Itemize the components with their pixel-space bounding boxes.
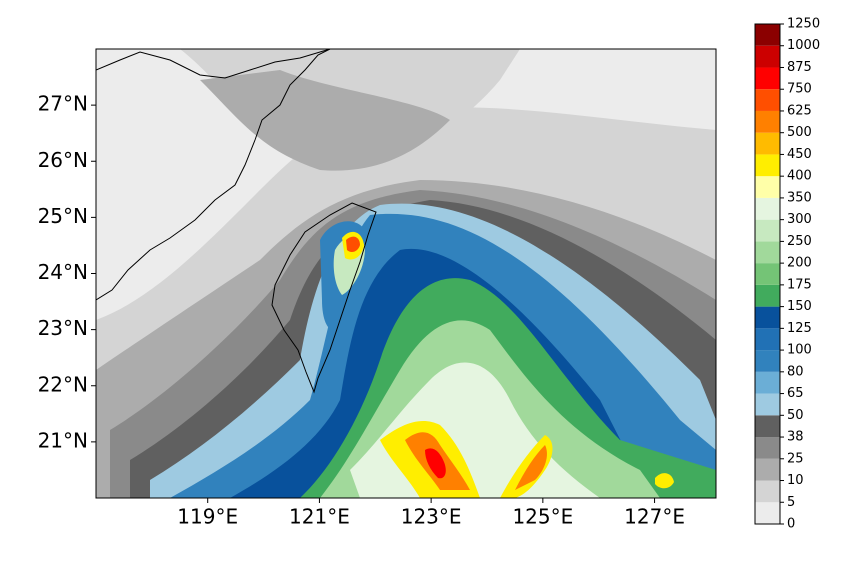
colorbar-tick-label: 625	[787, 103, 812, 118]
contour-band	[200, 70, 450, 171]
y-tick-label: 27°N	[38, 92, 88, 116]
contour-band	[346, 236, 360, 253]
taiwan-coast	[271, 202, 377, 394]
colorbar-segment	[755, 110, 780, 133]
y-tick-label: 22°N	[38, 372, 88, 396]
colorbar-tick-label: 300	[787, 212, 812, 227]
y-tick-label: 21°N	[38, 428, 88, 452]
colorbar-tick-label: 150	[787, 299, 812, 314]
colorbar-tick-label: 0	[787, 517, 795, 532]
colorbar-segment	[755, 24, 780, 46]
colorbar-tick-label: 80	[787, 364, 804, 379]
contour-band	[500, 435, 553, 498]
colorbar-segment	[755, 197, 780, 220]
colorbar-tick-label: 350	[787, 190, 812, 205]
colorbar-tick-label: 10	[787, 473, 804, 488]
x-tick-label: 121°E	[289, 505, 350, 529]
y-tick-label: 25°N	[38, 204, 88, 228]
colorbar-tick-label: 5	[787, 495, 795, 510]
y-tick-label: 26°N	[38, 148, 88, 172]
precipitation-field	[96, 49, 716, 498]
colorbar-tick-label: 1000	[787, 38, 820, 53]
colorbar-segment	[755, 502, 780, 524]
colorbar-tick-label: 450	[787, 147, 812, 162]
colorbar-segment	[755, 328, 780, 351]
x-tick-label: 123°E	[401, 505, 462, 529]
colorbar-tick-label: 125	[787, 321, 812, 336]
x-tick-label: 119°E	[177, 505, 238, 529]
x-tick-label: 125°E	[512, 505, 573, 529]
colorbar-segment	[755, 306, 780, 329]
china-coast	[96, 49, 331, 301]
colorbar-tick-label: 1250	[787, 17, 820, 32]
colorbar-segment	[755, 154, 780, 177]
colorbar-segment	[755, 371, 780, 394]
colorbar-segment	[755, 67, 780, 90]
colorbar-tick-label: 250	[787, 234, 812, 249]
contour-band	[655, 473, 674, 489]
colorbar-segment	[755, 480, 780, 503]
colorbar-segment	[755, 263, 780, 285]
colorbar: 0 5 10 25 38 50 65 80 100 125 150 175 200 250 300 350 40…	[755, 17, 820, 532]
colorbar-segment	[755, 393, 780, 416]
colorbar-tick-label: 65	[787, 386, 804, 401]
colorbar-segment	[755, 132, 780, 155]
colorbar-tick-label: 25	[787, 451, 804, 466]
colorbar-segment	[755, 415, 780, 438]
colorbar-segment	[755, 89, 780, 111]
colorbar-segment	[755, 458, 780, 481]
coastlines	[96, 49, 377, 394]
colorbar-segment	[755, 219, 780, 242]
colorbar-tick-label: 175	[787, 277, 812, 292]
colorbar-tick-label: 38	[787, 430, 804, 445]
colorbar-segment	[755, 176, 780, 198]
colorbar-tick-label: 200	[787, 256, 812, 271]
colorbar-segment	[755, 241, 780, 264]
colorbar-tick-label: 50	[787, 408, 804, 423]
colorbar-segment	[755, 437, 780, 459]
colorbar-tick-label: 750	[787, 82, 812, 97]
colorbar-segment	[755, 45, 780, 68]
colorbar-tick-label: 100	[787, 343, 812, 358]
contour-band	[425, 448, 446, 479]
colorbar-frame	[754, 23, 781, 525]
y-tick-label: 23°N	[38, 316, 88, 340]
colorbar-tick-label: 500	[787, 125, 812, 140]
colorbar-segment	[755, 350, 780, 372]
y-tick-label: 24°N	[38, 260, 88, 284]
x-tick-label: 127°E	[624, 505, 685, 529]
colorbar-segment	[755, 284, 780, 307]
colorbar-tick-label: 875	[787, 60, 812, 75]
border	[96, 49, 331, 79]
colorbar-tick-label: 400	[787, 169, 812, 184]
contour-band	[515, 445, 547, 490]
